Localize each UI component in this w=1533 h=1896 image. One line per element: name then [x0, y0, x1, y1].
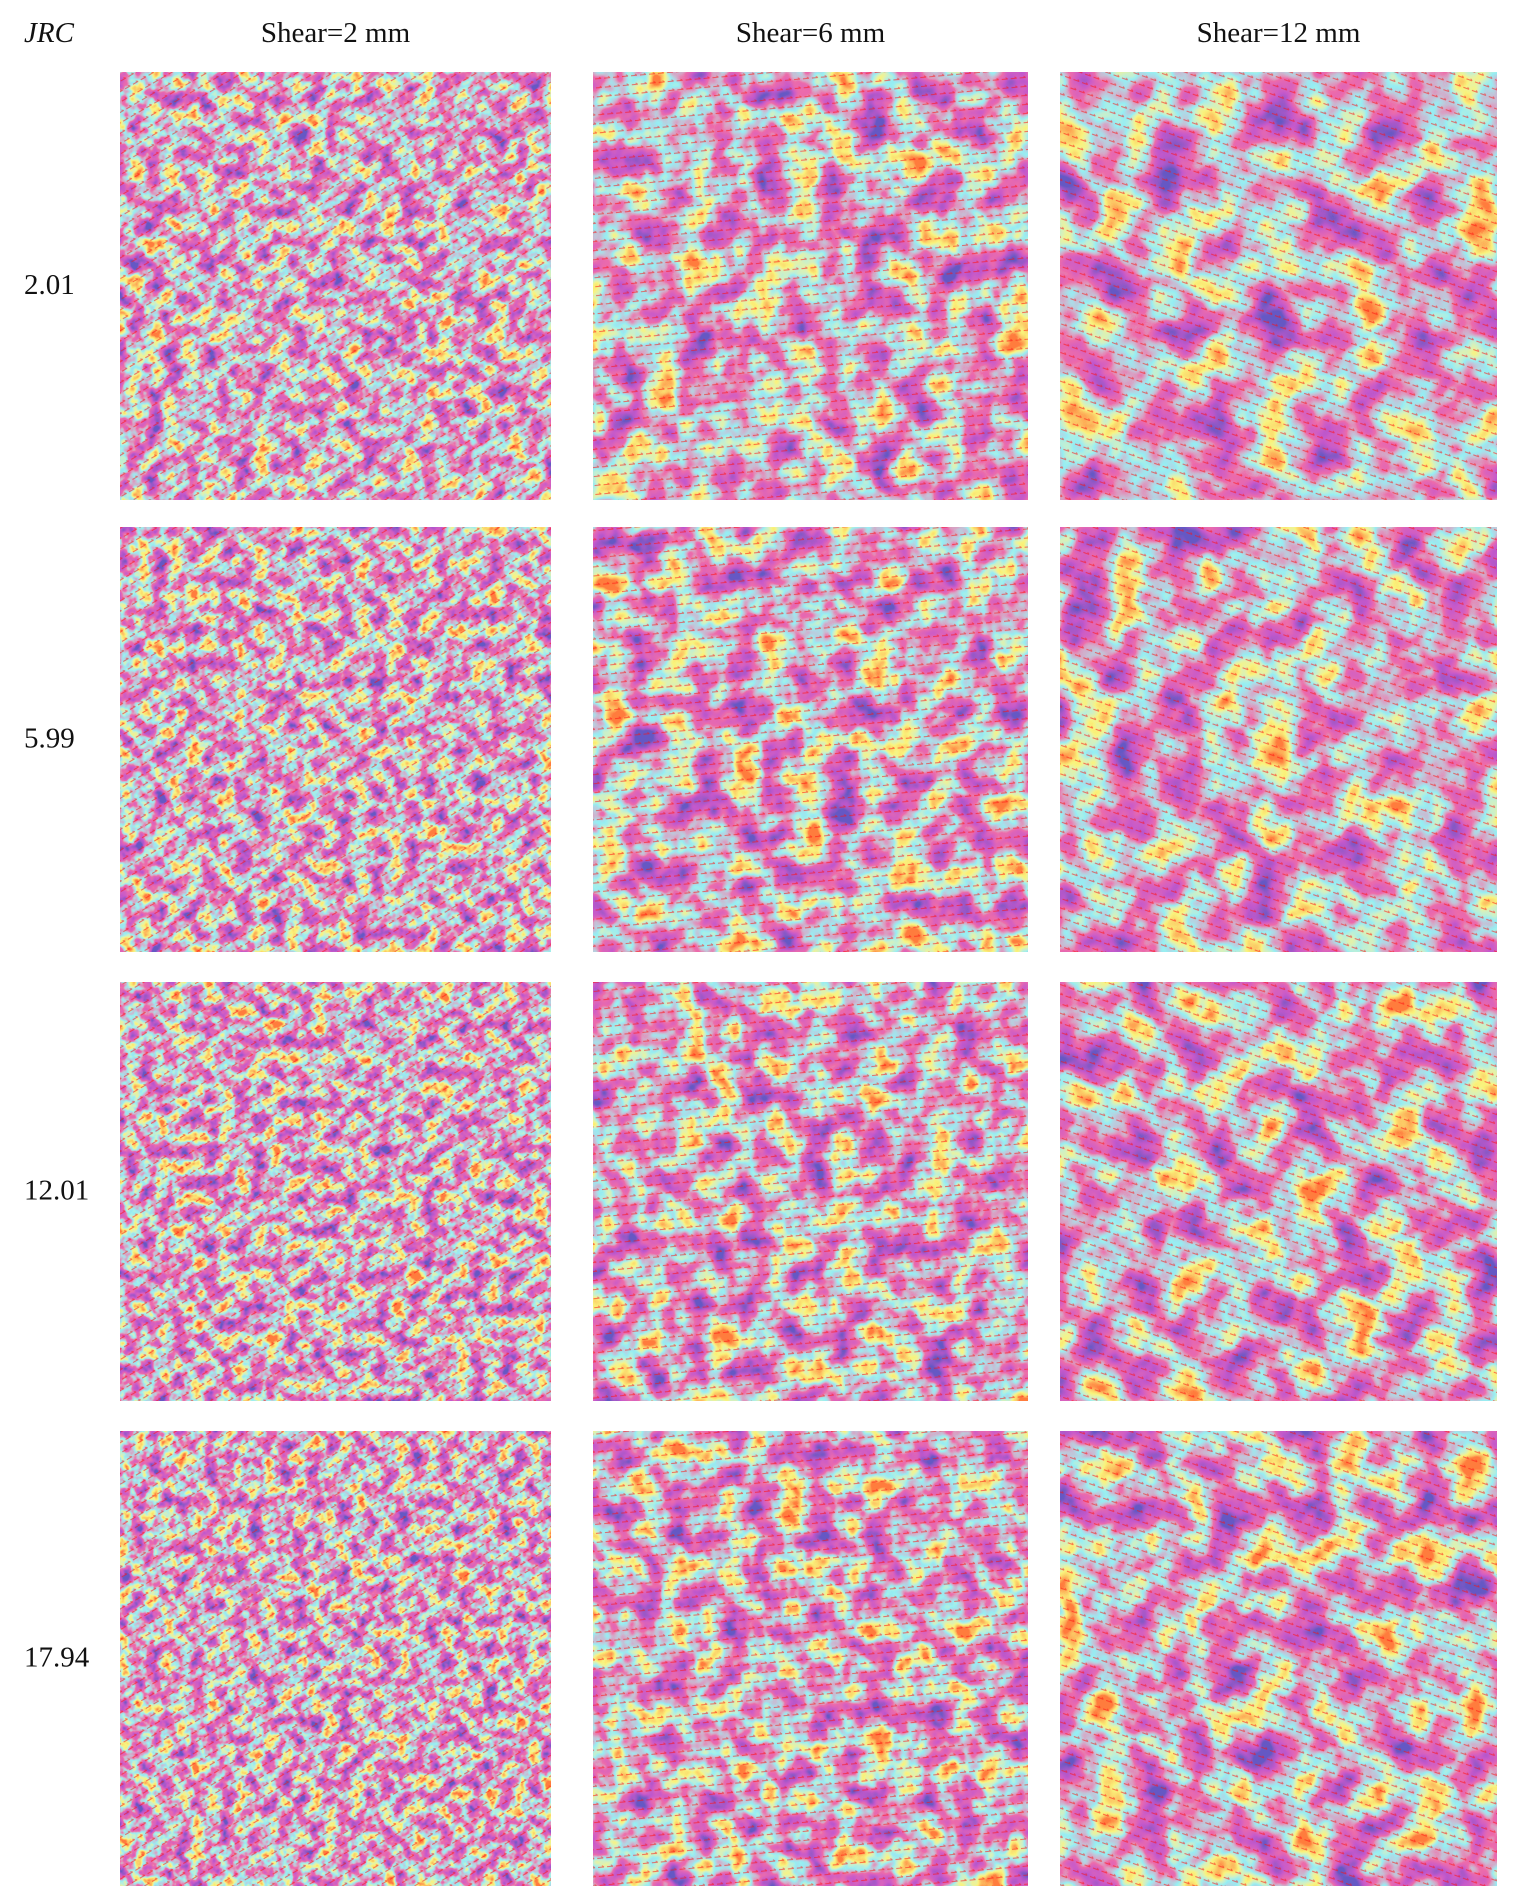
panel — [1060, 982, 1497, 1401]
panel — [120, 982, 551, 1401]
row-label: 17.94 — [24, 1642, 90, 1674]
panel — [593, 1431, 1028, 1886]
column-header: Shear=6 mm — [736, 17, 886, 49]
vector-field — [593, 982, 1028, 1401]
row-label: 2.01 — [24, 269, 75, 301]
row-label: 5.99 — [24, 723, 75, 755]
vector-field — [120, 1431, 551, 1886]
panel — [120, 1431, 551, 1886]
column-header: Shear=12 mm — [1197, 17, 1361, 49]
panel — [593, 527, 1028, 952]
vector-field — [593, 1431, 1028, 1886]
panel — [120, 72, 551, 500]
vector-field — [1060, 982, 1497, 1401]
panel — [593, 72, 1028, 500]
panel — [1060, 1431, 1497, 1886]
corner-label: JRC — [24, 17, 75, 49]
panel — [593, 982, 1028, 1401]
column-header: Shear=2 mm — [261, 17, 411, 49]
vector-field — [120, 527, 551, 952]
vector-field — [1060, 527, 1497, 952]
row-label: 12.01 — [24, 1175, 89, 1207]
vector-field — [120, 982, 551, 1401]
vector-field — [1060, 1431, 1497, 1886]
panel — [120, 527, 551, 952]
panel — [1060, 527, 1497, 952]
vector-field — [593, 527, 1028, 952]
vector-field — [1060, 72, 1497, 500]
vector-field — [120, 72, 551, 500]
vector-field — [593, 72, 1028, 500]
panel — [1060, 72, 1497, 500]
